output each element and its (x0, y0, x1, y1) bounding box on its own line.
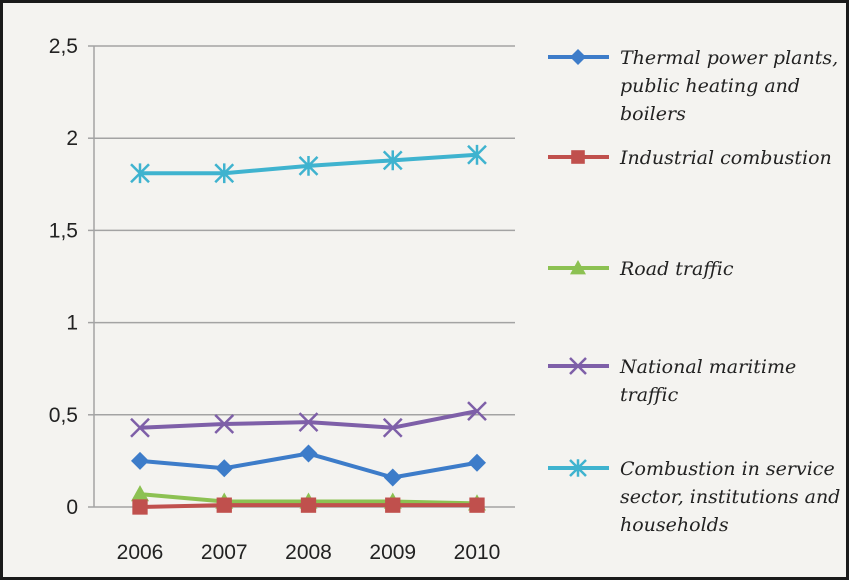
series-line (139, 409, 478, 430)
data-point (132, 499, 148, 515)
series-1 (132, 497, 485, 515)
data-point (385, 497, 401, 513)
data-point (131, 451, 149, 470)
x-tick-label: 2006 (117, 541, 164, 564)
data-point (298, 155, 319, 176)
data-point (300, 497, 317, 513)
x-tick-label: 2008 (285, 541, 332, 564)
data-point (382, 417, 403, 438)
legend-label: Thermal power plants, (620, 47, 838, 69)
legend-entry: Thermal power plants, public heating and b… (548, 47, 838, 125)
data-point (570, 49, 586, 65)
data-point (216, 497, 232, 513)
x-tick-label: 2010 (454, 541, 501, 564)
legend-entry: National maritime traffic (548, 356, 796, 406)
series-lines (130, 144, 487, 515)
data-point (215, 459, 234, 478)
legend-label: Combustion in service (620, 458, 835, 480)
data-point (383, 468, 402, 487)
data-point (570, 260, 586, 275)
legend-label: boilers (620, 103, 686, 125)
data-point (298, 412, 319, 433)
y-tick-label: 1 (66, 312, 78, 335)
data-point (131, 485, 149, 502)
data-point (299, 444, 318, 463)
y-tick-label: 0 (66, 496, 78, 519)
series-4 (130, 144, 487, 184)
data-point (469, 497, 485, 513)
legend-label: public heating and (620, 75, 800, 97)
data-point (130, 163, 150, 184)
legend-entry: Combustion in service sector, institution… (548, 458, 840, 536)
data-point (571, 150, 585, 164)
series-0 (131, 444, 486, 487)
data-point (467, 401, 487, 421)
series-3 (130, 401, 487, 438)
axes: 0 0,5 1 1,5 2 2,5 2006 2007 2008 2009 2010 (49, 35, 501, 564)
y-tick-label: 2 (66, 127, 78, 150)
data-point (569, 357, 587, 375)
y-tick-label: 1,5 (49, 219, 78, 242)
x-tick-label: 2007 (201, 541, 248, 564)
data-point (214, 414, 235, 434)
data-point (382, 150, 403, 171)
data-point (569, 459, 587, 477)
y-tick-label: 2,5 (49, 35, 78, 58)
legend-label: traffic (620, 384, 679, 406)
legend: Thermal power plants, public heating and b… (548, 47, 840, 536)
legend-label: Road traffic (619, 258, 734, 280)
x-tick-label: 2009 (369, 541, 416, 564)
legend-entry: Industrial combustion (548, 147, 832, 169)
data-point (468, 453, 486, 472)
legend-entry: Road traffic (548, 258, 734, 280)
gridlines (94, 45, 515, 508)
legend-label: households (620, 514, 729, 536)
data-point (214, 163, 235, 184)
data-point (467, 144, 487, 165)
legend-label: Industrial combustion (619, 147, 832, 169)
y-tick-label: 0,5 (49, 404, 78, 427)
data-point (130, 417, 150, 438)
legend-label: National maritime (619, 356, 796, 378)
legend-label: sector, institutions and (620, 486, 840, 508)
